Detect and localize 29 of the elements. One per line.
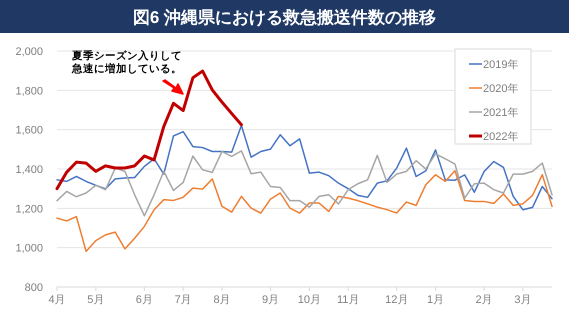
y-tick-label: 1,200 <box>15 203 43 216</box>
y-tick-label: 1,800 <box>15 85 43 98</box>
x-tick-label: 2月 <box>475 294 493 306</box>
annotation: 夏季シーズン入りして <box>71 49 182 62</box>
line-series <box>56 170 553 252</box>
y-tick-label: 1,000 <box>15 242 43 255</box>
x-tick-label: 7月 <box>174 294 192 306</box>
y-tick-label: 2,000 <box>15 46 43 58</box>
y-tick-label: 1,600 <box>15 124 43 137</box>
line-series <box>56 150 553 217</box>
x-tick-label: 4月 <box>48 294 66 306</box>
legend-label: 2020年 <box>483 83 518 95</box>
y-tick-label: 800 <box>24 282 43 294</box>
legend-label: 2022年 <box>483 131 518 143</box>
x-tick-label: 9月 <box>262 294 280 306</box>
x-tick-label: 10月 <box>298 294 321 306</box>
x-tick-label: 1月 <box>426 294 444 306</box>
y-tick-label: 1,400 <box>15 164 43 176</box>
x-tick-label: 8月 <box>213 294 231 306</box>
chart-title: 図6 沖縄県における救急搬送件数の推移 <box>132 8 436 27</box>
x-tick-label: 6月 <box>136 294 153 306</box>
x-tick-label: 12月 <box>385 294 408 306</box>
x-tick-label: 11月 <box>336 294 360 306</box>
legend-label: 2019年 <box>483 59 518 71</box>
line-series <box>56 124 553 210</box>
legend-label: 2021年 <box>483 107 518 119</box>
annotation: 急速に増加している。 <box>71 62 182 75</box>
x-tick-label: 5月 <box>87 294 104 306</box>
x-tick-label: 3月 <box>514 294 532 306</box>
